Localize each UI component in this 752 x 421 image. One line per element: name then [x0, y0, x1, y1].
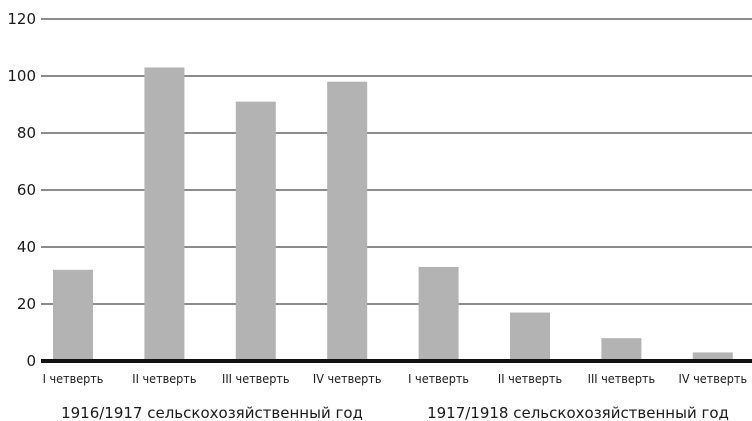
- bar: [418, 266, 459, 361]
- x-tick-label: I четверть: [43, 371, 104, 386]
- bar: [235, 101, 276, 362]
- x-tick-label: II четверть: [132, 371, 196, 386]
- x-tick-label: IV четверть: [679, 371, 748, 386]
- bar: [692, 352, 733, 361]
- y-tick-label: 40: [17, 238, 36, 256]
- x-tick-label: IV четверть: [313, 371, 382, 386]
- x-tick-label: I четверть: [408, 371, 469, 386]
- y-axis-ticks: 0 20 40 60 80 100 120: [7, 10, 36, 370]
- bar: [53, 269, 93, 361]
- x-axis-category-labels: I четверть II четверть III четверть IV четв…: [43, 371, 748, 386]
- y-tick-label: 20: [17, 295, 36, 313]
- x-axis-group-labels: 1916/1917 сельскохозяйственный год 1917/1…: [61, 404, 729, 421]
- x-group-label: 1917/1918 сельскохозяйственный год: [427, 404, 729, 421]
- bar: [601, 338, 642, 361]
- y-tick-label: 120: [7, 10, 36, 28]
- x-tick-label: III четверть: [222, 371, 290, 386]
- y-tick-label: 100: [7, 67, 36, 85]
- bar: [510, 312, 550, 361]
- bars: [53, 67, 733, 362]
- x-group-label: 1916/1917 сельскохозяйственный год: [61, 404, 363, 421]
- x-tick-label: II четверть: [498, 371, 562, 386]
- bar: [327, 81, 368, 361]
- bar: [144, 67, 185, 361]
- y-tick-label: 0: [26, 352, 36, 370]
- y-tick-label: 60: [17, 181, 36, 199]
- x-tick-label: III четверть: [588, 371, 656, 386]
- y-tick-label: 80: [17, 124, 36, 142]
